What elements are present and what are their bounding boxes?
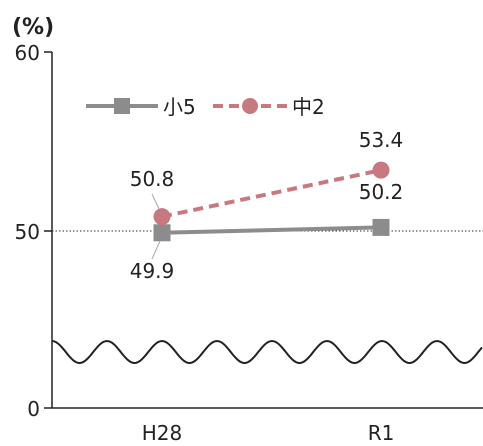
legend-marker-square [114,98,130,114]
x-tick-label-h28: H28 [142,421,183,445]
data-point-junior-high-r1 [372,161,390,179]
data-label-elementary-r1: 50.2 [359,180,404,204]
legend: 小5 中2 [86,95,325,119]
data-label-junior-high-h28: 50.8 [130,167,175,191]
axis-break-wave [51,339,483,364]
data-label-junior-high-r1: 53.4 [359,128,404,152]
legend-label-junior-high: 中2 [292,95,325,119]
data-point-elementary-h28 [153,224,171,242]
data-label-elementary-h28: 49.9 [130,259,175,283]
y-tick-label-50: 50 [15,220,40,244]
label-leader-49-9 [151,240,161,260]
legend-label-elementary: 小5 [163,95,196,119]
y-tick-label-60: 60 [15,41,40,65]
series-line-elementary [161,225,382,235]
data-point-junior-high-h28 [153,208,171,226]
data-point-elementary-r1 [372,218,390,236]
label-leader-50-8 [151,193,161,212]
y-axis-unit-label: (%) [12,15,54,40]
legend-marker-circle [242,98,258,114]
series-line-junior-high [161,168,382,219]
y-tick-label-0: 0 [27,397,40,421]
x-tick-label-r1: R1 [368,421,395,445]
